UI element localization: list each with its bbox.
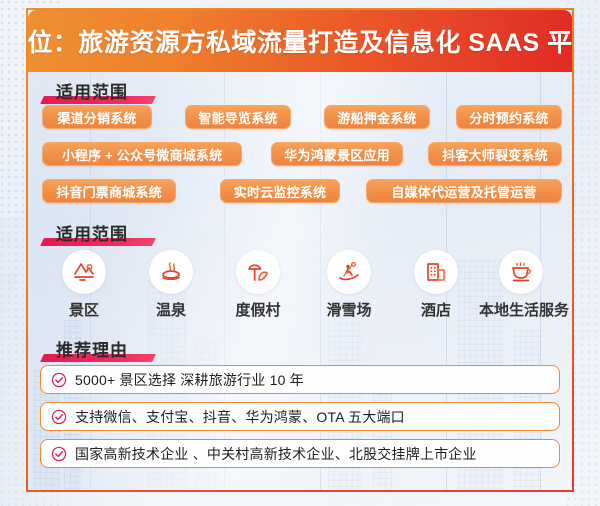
hotel-icon [427,263,445,281]
category-label: 温泉 [155,302,186,319]
section-heading-reasons: 推荐理由 [40,336,156,362]
category-hotel[interactable]: 酒店 [394,250,478,320]
category-label: 滑雪场 [326,302,372,319]
content-frame: 定位：旅游资源方私域流量打造及信息化 SAAS 平台 [26,8,574,492]
hotspring-icon [162,262,180,281]
section-heading-label: 推荐理由 [56,341,128,360]
icon-circle [236,250,280,294]
category-label: 度假村 [235,302,281,319]
tag-timeslot-booking[interactable]: 分时预约系统 [456,105,562,129]
section-heading-label: 适用范围 [56,83,128,102]
icon-circle [327,250,371,294]
tag-douyin-ticket-mall[interactable]: 抖音门票商城系统 [42,179,176,203]
tag-media-operation[interactable]: 自媒体代运营及托管运营 [366,179,562,203]
page-title: 定位：旅游资源方私域流量打造及信息化 SAAS 平台 [26,29,574,57]
check-circle-icon [51,446,67,461]
section-heading-scope-products: 适用范围 [40,78,156,104]
content-area: 适用范围 渠道分销系统 智能导览系统 游船押金系统 分时预约系统 小程序 + 公… [28,72,572,490]
icon-circle [62,250,106,294]
tag-realtime-cloud-monitor[interactable]: 实时云监控系统 [220,179,340,203]
mountain-icon [74,263,94,281]
icon-circle [414,250,458,294]
tag-boat-deposit[interactable]: 游船押金系统 [324,105,430,129]
reason-text: 国家高新技术企业 、中关村高新技术企业、北股交挂牌上市企业 [75,445,477,462]
reason-text: 5000+ 景区选择 深耕旅游行业 10 年 [75,371,304,388]
category-hot-spring[interactable]: 温泉 [129,250,213,320]
tag-miniprogram-mall[interactable]: 小程序 + 公众号微商城系统 [42,142,242,166]
category-ski-resort[interactable]: 滑雪场 [307,250,391,320]
tag-smart-guide[interactable]: 智能导览系统 [185,105,291,129]
category-resort[interactable]: 度假村 [216,250,300,320]
tag-douke-fission[interactable]: 抖客大师裂变系统 [428,142,562,166]
tag-harmonyos-scenic[interactable]: 华为鸿蒙景区应用 [271,142,403,166]
tag-channel-distribution[interactable]: 渠道分销系统 [42,105,152,129]
icon-circle [499,250,543,294]
check-circle-icon [51,372,67,387]
ski-icon [339,262,359,281]
category-label: 酒店 [420,302,451,319]
category-scenic-area[interactable]: 景区 [42,250,126,320]
icon-circle [149,250,193,294]
section-heading-scope-venues: 适用范围 [40,220,156,246]
reason-text: 支持微信、支付宝、抖音、华为鸿蒙、OTA 五大端口 [75,408,405,425]
cafe-icon [512,262,531,282]
category-label: 本地生活服务 [479,302,570,319]
check-circle-icon [51,409,67,424]
reason-row[interactable]: 国家高新技术企业 、中关村高新技术企业、北股交挂牌上市企业 [40,439,560,468]
header-banner: 定位：旅游资源方私域流量打造及信息化 SAAS 平台 [28,10,572,72]
resort-icon [248,264,268,281]
section-heading-label: 适用范围 [56,225,128,244]
category-label: 景区 [68,302,99,319]
reason-row[interactable]: 5000+ 景区选择 深耕旅游行业 10 年 [40,365,560,394]
category-local-life-service[interactable]: 本地生活服务 [479,250,570,320]
reason-row[interactable]: 支持微信、支付宝、抖音、华为鸿蒙、OTA 五大端口 [40,402,560,431]
